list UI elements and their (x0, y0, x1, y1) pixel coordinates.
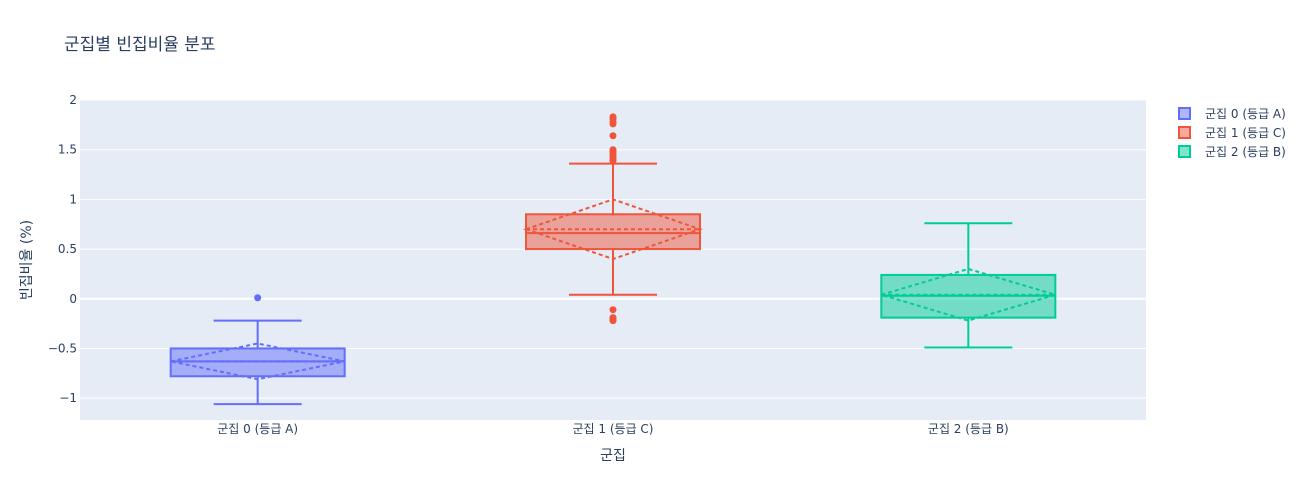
legend-item-cluster-0[interactable]: 군집 0 (등급 A) (1178, 104, 1286, 123)
y-tick-label: 0 (69, 292, 77, 306)
outlier-point (609, 317, 617, 325)
y-tick-label: −1 (59, 391, 77, 405)
legend-label-cluster-1: 군집 1 (등급 C) (1205, 126, 1286, 140)
legend-label-cluster-0: 군집 0 (등급 A) (1205, 107, 1286, 121)
legend: 군집 0 (등급 A) 군집 1 (등급 C) 군집 2 (등급 B) (1178, 104, 1286, 161)
outlier-point (254, 294, 262, 302)
y-tick-label: 2 (69, 93, 77, 107)
legend-label-cluster-2: 군집 2 (등급 B) (1205, 145, 1286, 159)
legend-item-cluster-2[interactable]: 군집 2 (등급 B) (1178, 142, 1286, 161)
outlier-point (609, 306, 617, 314)
y-axis-ticks: −1 −0.5 0 0.5 1 1.5 2 (48, 93, 77, 405)
x-tick-label: 군집 0 (등급 A) (217, 422, 298, 436)
outlier-point (609, 120, 617, 128)
box-traces (169, 113, 1059, 406)
y-axis-title: 빈집비율 (%) (19, 220, 35, 300)
legend-swatch-cluster-2 (1178, 145, 1191, 158)
outlier-point (609, 132, 617, 140)
x-axis-title: 군집 (600, 448, 626, 464)
chart-title: 군집별 빈집비율 분포 (64, 35, 216, 55)
sd-diamond (877, 267, 1059, 322)
legend-item-cluster-1[interactable]: 군집 1 (등급 C) (1178, 123, 1286, 142)
y-tick-label: 0.5 (58, 242, 77, 256)
y-tick-label: −0.5 (48, 341, 77, 355)
sd-diamond (170, 342, 345, 381)
legend-swatch-cluster-0 (1178, 107, 1191, 120)
x-tick-label: 군집 1 (등급 C) (573, 422, 654, 436)
x-axis-ticks: 군집 0 (등급 A) 군집 1 (등급 C) 군집 2 (등급 B) (217, 422, 1008, 436)
outlier-point (609, 157, 617, 165)
sd-diamond (522, 198, 704, 261)
box-trace-2 (877, 222, 1059, 349)
legend-swatch-cluster-1 (1178, 126, 1191, 139)
y-tick-label: 1.5 (58, 143, 77, 157)
box-trace-1 (522, 113, 704, 325)
y-tick-label: 1 (69, 192, 77, 206)
box-trace-0 (169, 294, 346, 406)
x-tick-label: 군집 2 (등급 B) (928, 422, 1009, 436)
